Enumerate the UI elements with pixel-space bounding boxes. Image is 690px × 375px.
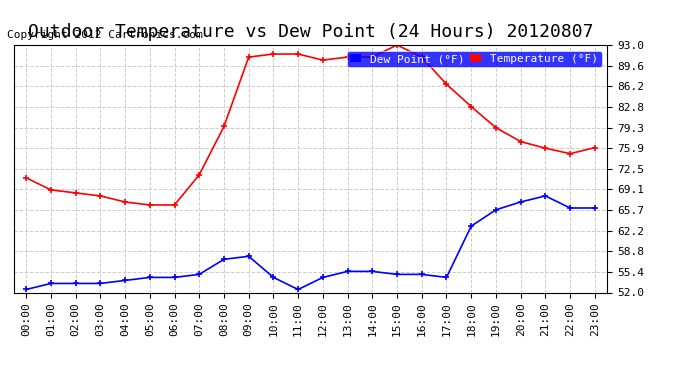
Legend: Dew Point (°F), Temperature (°F): Dew Point (°F), Temperature (°F) [347, 51, 602, 68]
Text: Copyright 2012 Cartronics.com: Copyright 2012 Cartronics.com [7, 30, 203, 40]
Title: Outdoor Temperature vs Dew Point (24 Hours) 20120807: Outdoor Temperature vs Dew Point (24 Hou… [28, 22, 593, 40]
